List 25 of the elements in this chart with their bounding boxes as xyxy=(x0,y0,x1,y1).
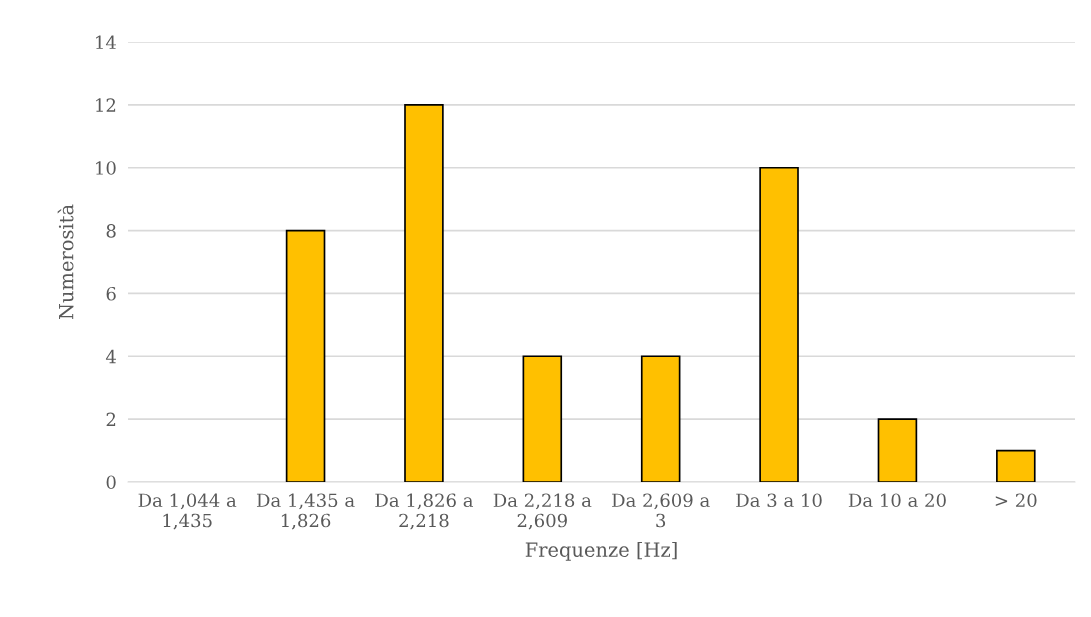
y-tick-label: 6 xyxy=(106,286,116,301)
x-tick-label: Da 3 a 10 xyxy=(736,493,822,508)
x-tick-label: > 20 xyxy=(995,493,1037,508)
y-axis-title: Numerosità xyxy=(57,204,74,320)
bar xyxy=(759,166,799,482)
y-tick-label: 12 xyxy=(96,98,116,112)
x-tick-label: Da 10 a 20 xyxy=(848,493,946,508)
y-tick-label: 14 xyxy=(96,35,116,49)
bar xyxy=(285,229,326,482)
x-tick-label: Da 2,218 a 2,609 xyxy=(493,493,592,530)
x-tick-label: Da 1,826 a 2,218 xyxy=(375,493,474,530)
x-axis-title: Frequenze [Hz] xyxy=(525,541,677,561)
y-tick-label: 0 xyxy=(106,475,116,490)
bar xyxy=(877,418,918,482)
bar xyxy=(996,449,1036,482)
bar xyxy=(522,355,563,482)
y-tick-label: 2 xyxy=(106,412,116,426)
bar xyxy=(404,104,444,482)
y-tick-label: 4 xyxy=(105,349,116,364)
x-tick-label: Da 1,435 a 1,826 xyxy=(256,493,355,530)
x-tick-label: Da 2,609 a 3 xyxy=(612,493,710,528)
y-tick-label: 10 xyxy=(96,161,116,175)
x-tick-label: Da 1,044 a 1,435 xyxy=(138,493,237,530)
y-tick-label: 8 xyxy=(106,224,116,238)
bar xyxy=(640,355,681,482)
